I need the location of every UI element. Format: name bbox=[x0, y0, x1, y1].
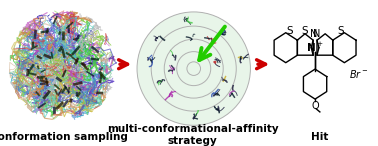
Text: Hit: Hit bbox=[311, 132, 328, 142]
Text: N: N bbox=[313, 29, 320, 39]
Circle shape bbox=[164, 39, 223, 98]
Text: S: S bbox=[286, 26, 293, 36]
Text: N$^+$: N$^+$ bbox=[306, 41, 324, 54]
Circle shape bbox=[137, 12, 250, 125]
Text: O: O bbox=[311, 100, 319, 111]
Circle shape bbox=[187, 62, 200, 75]
Text: N: N bbox=[310, 29, 317, 39]
Text: Br$^-$: Br$^-$ bbox=[349, 68, 368, 80]
Text: S: S bbox=[337, 26, 344, 36]
Circle shape bbox=[151, 26, 236, 111]
Text: Conformation sampling: Conformation sampling bbox=[0, 132, 127, 142]
Circle shape bbox=[177, 52, 211, 86]
Text: multi-conformational-affinity
strategy: multi-conformational-affinity strategy bbox=[107, 124, 279, 146]
Text: S: S bbox=[302, 26, 308, 36]
